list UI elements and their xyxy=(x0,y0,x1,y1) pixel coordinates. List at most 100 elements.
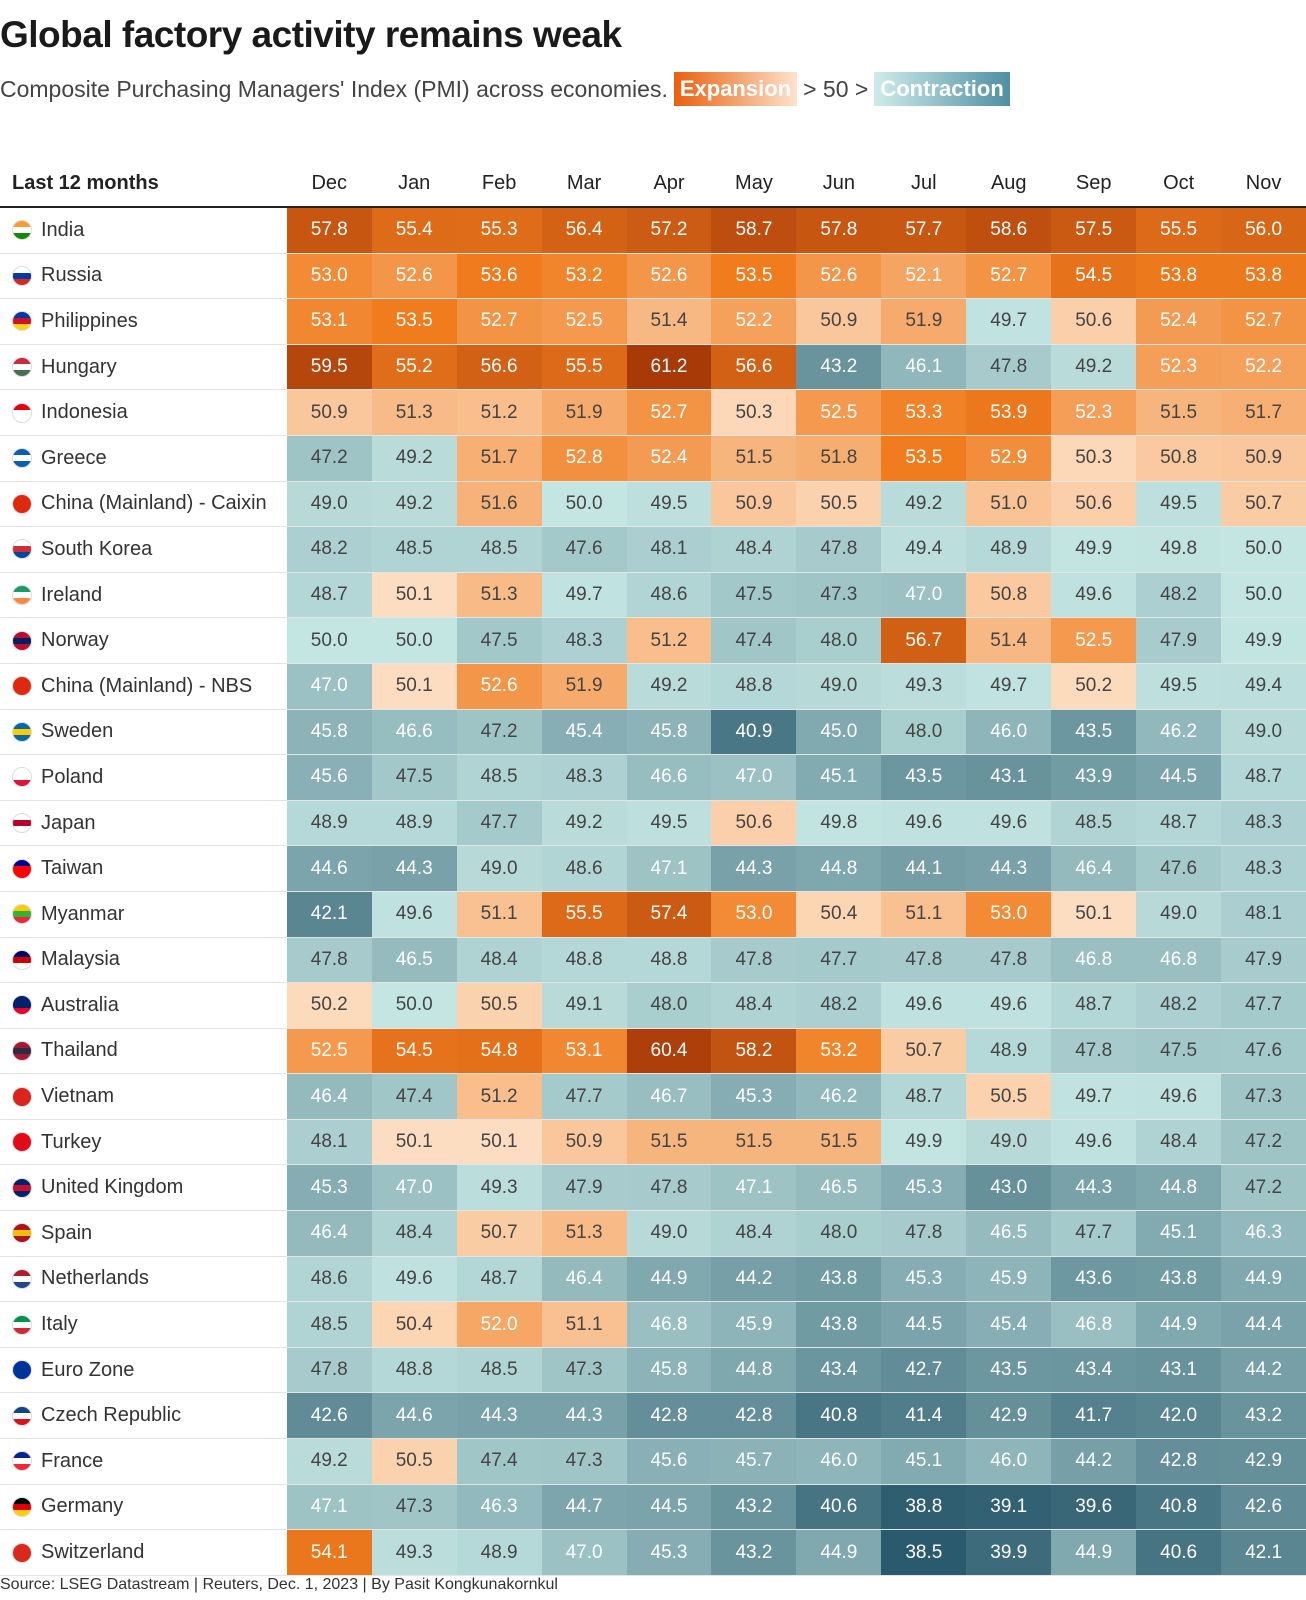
heatmap-cell: 52.1 xyxy=(881,253,967,299)
heatmap-cell: 51.3 xyxy=(456,572,542,618)
subtitle: Composite Purchasing Managers' Index (PM… xyxy=(0,72,1016,106)
heatmap-cell: 51.3 xyxy=(541,1211,627,1256)
heatmap-cell: 56.4 xyxy=(541,208,627,253)
heatmap-cell: 42.7 xyxy=(881,1347,967,1393)
column-header: Jan xyxy=(398,171,431,194)
row-label: Russia xyxy=(0,254,287,299)
table-row: Greece 47.2 49.2 51.7 52.8 52.4 51.5 51.8 53.5 52… xyxy=(0,435,1306,482)
heatmap-cell: 41.4 xyxy=(881,1393,967,1439)
heatmap-cell: 44.8 xyxy=(1136,1165,1222,1211)
column-header: Oct xyxy=(1163,171,1195,194)
heatmap-cell: 54.1 xyxy=(286,1530,372,1575)
heatmap-cell: 47.4 xyxy=(456,1439,542,1484)
table-row: Philippines 53.1 53.5 52.7 52.5 51.4 52.2 50.9 5… xyxy=(0,299,1306,345)
heatmap-cell: 48.9 xyxy=(371,800,457,846)
heatmap-cell: 48.4 xyxy=(711,1211,797,1256)
heatmap-cell: 49.2 xyxy=(881,481,967,527)
heatmap-cell: 42.0 xyxy=(1136,1393,1222,1439)
heatmap-cell: 50.8 xyxy=(966,572,1052,618)
table-row: South Korea 48.2 48.5 48.5 47.6 48.1 48.4 47.8 4… xyxy=(0,527,1306,573)
heatmap-cell: 49.3 xyxy=(456,1165,542,1211)
heatmap-cell: 52.6 xyxy=(456,663,542,709)
heatmap-cell: 49.9 xyxy=(1221,618,1306,663)
heatmap-cell: 53.9 xyxy=(966,390,1052,435)
country-name: Malaysia xyxy=(41,948,120,971)
country-name: Poland xyxy=(41,765,104,788)
heatmap-cell: 44.3 xyxy=(711,846,797,891)
heatmap-cell: 45.6 xyxy=(286,755,372,800)
heatmap-cell: 48.9 xyxy=(966,527,1052,572)
table-row: Taiwan 44.6 44.3 49.0 48.6 47.1 44.3 44.8 44.1 44… xyxy=(0,846,1306,892)
heatmap-cell: 50.2 xyxy=(286,983,372,1028)
heatmap-cell: 50.3 xyxy=(1051,435,1137,481)
heatmap-cell: 46.3 xyxy=(1221,1211,1306,1256)
row-label: Australia xyxy=(0,983,287,1028)
heatmap-cell: 46.8 xyxy=(626,1302,712,1347)
heatmap-cell: 56.0 xyxy=(1221,208,1306,253)
flag-icon xyxy=(12,1132,32,1153)
heatmap-cell: 48.4 xyxy=(711,527,797,572)
heatmap-cell: 47.0 xyxy=(711,755,797,800)
heatmap-cell: 51.2 xyxy=(626,618,712,663)
heatmap-cell: 51.9 xyxy=(881,299,967,344)
source-note: Source: LSEG Datastream | Reuters, Dec. … xyxy=(0,1576,558,1593)
heatmap-cell: 52.5 xyxy=(1051,618,1137,663)
heatmap-cell: 57.5 xyxy=(1051,208,1137,253)
row-label: Myanmar xyxy=(0,892,287,937)
heatmap-cell: 42.8 xyxy=(626,1393,712,1439)
heatmap-cell: 53.0 xyxy=(966,891,1052,937)
heatmap-cell: 51.5 xyxy=(1136,390,1222,435)
heatmap-cell: 48.5 xyxy=(456,527,542,572)
heatmap-cell: 47.5 xyxy=(456,618,542,663)
heatmap-cell: 47.6 xyxy=(1136,846,1222,891)
heatmap-cell: 48.3 xyxy=(541,618,627,663)
country-name: China (Mainland) - NBS xyxy=(41,674,253,697)
table-row: Turkey 48.1 50.1 50.1 50.9 51.5 51.5 51.5 49.9 49… xyxy=(0,1119,1306,1166)
column-header: Dec xyxy=(311,171,348,194)
heatmap-cell: 47.4 xyxy=(371,1074,457,1119)
heatmap-cell: 53.2 xyxy=(796,1028,882,1074)
heatmap-cell: 38.5 xyxy=(881,1530,967,1575)
table-row: France 49.2 50.5 47.4 47.3 45.6 45.7 46.0 45.1 46… xyxy=(0,1439,1306,1485)
heatmap-cell: 47.5 xyxy=(711,572,797,618)
heatmap-cell: 48.4 xyxy=(1136,1119,1222,1165)
heatmap-cell: 39.6 xyxy=(1051,1484,1137,1530)
heatmap-cell: 44.9 xyxy=(1221,1256,1306,1302)
heatmap-cell: 47.9 xyxy=(1136,618,1222,663)
heatmap-cell: 48.3 xyxy=(1221,800,1306,846)
heatmap-cell: 56.7 xyxy=(881,618,967,663)
heatmap-cell: 49.3 xyxy=(881,663,967,709)
heatmap-cell: 49.7 xyxy=(1051,1074,1137,1119)
subtitle-text: Composite Purchasing Managers' Index (PM… xyxy=(0,75,668,102)
heatmap-cell: 53.6 xyxy=(456,253,542,299)
heatmap-cell: 48.5 xyxy=(456,1347,542,1393)
row-label: India xyxy=(0,208,287,253)
heatmap-cell: 45.7 xyxy=(711,1439,797,1484)
heatmap-cell: 49.5 xyxy=(626,800,712,846)
legend-expansion: Expansion xyxy=(673,72,798,106)
heatmap-cell: 51.5 xyxy=(626,1119,712,1165)
heatmap-cell: 55.3 xyxy=(456,208,542,253)
country-name: Japan xyxy=(41,811,96,834)
heatmap-cell: 47.7 xyxy=(1051,1211,1137,1256)
heatmap-cell: 40.6 xyxy=(1136,1530,1222,1575)
heatmap-cell: 48.3 xyxy=(1221,846,1306,891)
heatmap-cell: 50.9 xyxy=(1221,435,1306,481)
heatmap-cell: 53.5 xyxy=(371,299,457,344)
row-label: Greece xyxy=(0,436,287,481)
heatmap-cell: 47.8 xyxy=(881,1211,967,1256)
heatmap-cell: 50.4 xyxy=(796,891,882,937)
flag-icon xyxy=(12,995,32,1016)
heatmap-cell: 49.6 xyxy=(1051,1119,1137,1165)
country-name: Philippines xyxy=(41,309,138,332)
heatmap-cell: 46.6 xyxy=(371,709,457,755)
heatmap-cell: 39.1 xyxy=(966,1484,1052,1530)
heatmap-cell: 57.8 xyxy=(796,208,882,253)
table-row: Germany 47.1 47.3 46.3 44.7 44.5 43.2 40.6 38.8 3… xyxy=(0,1484,1306,1531)
heatmap-cell: 45.6 xyxy=(626,1439,712,1484)
heatmap-cell: 46.0 xyxy=(966,709,1052,755)
heatmap-cell: 48.5 xyxy=(286,1302,372,1347)
heatmap-cell: 48.0 xyxy=(796,618,882,663)
heatmap-cell: 43.9 xyxy=(1051,755,1137,800)
heatmap-cell: 50.7 xyxy=(456,1211,542,1256)
